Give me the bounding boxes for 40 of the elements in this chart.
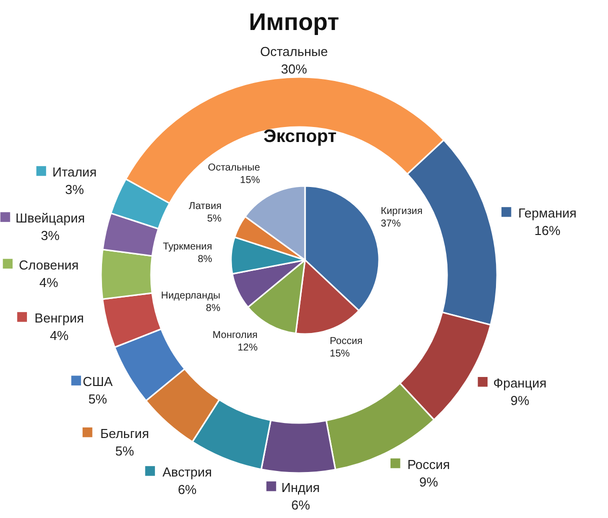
legend-label: Бельгия — [100, 426, 149, 441]
data-label: 9% — [510, 392, 530, 408]
data-label: 5% — [207, 214, 222, 225]
legend-label: Германия — [518, 206, 577, 221]
legend-label: Словения — [18, 257, 79, 272]
legend-label: Франция — [493, 375, 547, 390]
data-label: 4% — [39, 274, 59, 290]
data-label: 3% — [65, 182, 84, 198]
data-label: 8% — [198, 254, 212, 265]
data-label: 6% — [178, 482, 198, 498]
slice-label: Туркмения — [162, 241, 212, 252]
legend-label: Швейцария — [16, 210, 85, 226]
legend-label: США — [82, 374, 114, 390]
data-label: 6% — [291, 497, 310, 512]
legend-label: Венгрия — [34, 310, 84, 326]
slice-label: Остальные — [208, 162, 260, 174]
legend-label: Италия — [52, 164, 97, 180]
slice-label: Россия — [330, 336, 363, 347]
data-label: 5% — [88, 392, 108, 407]
data-label: 3% — [40, 228, 60, 244]
data-label: 9% — [419, 474, 438, 490]
chart-title: Импорт — [248, 9, 340, 36]
data-label: 8% — [206, 302, 220, 314]
data-label: 4% — [50, 328, 70, 344]
data-label: 30% — [280, 62, 308, 77]
data-label: 16% — [534, 223, 561, 238]
slice-label: Монголия — [212, 330, 258, 342]
slice-label: Киргизия — [380, 206, 423, 218]
legend-label: Индия — [281, 480, 320, 495]
data-label: 15% — [240, 175, 260, 186]
data-label: 15% — [330, 348, 350, 360]
chart-title: Экспорт — [263, 126, 337, 146]
data-label: 37% — [380, 218, 401, 230]
data-label: 12% — [238, 342, 258, 354]
slice-label: Латвия — [188, 201, 222, 212]
legend-label: Австрия — [162, 464, 212, 480]
slice-label: Остальные — [260, 44, 328, 59]
legend-label: Россия — [407, 456, 450, 472]
slice-label: Нидерланды — [161, 290, 220, 302]
data-label: 5% — [115, 443, 134, 458]
